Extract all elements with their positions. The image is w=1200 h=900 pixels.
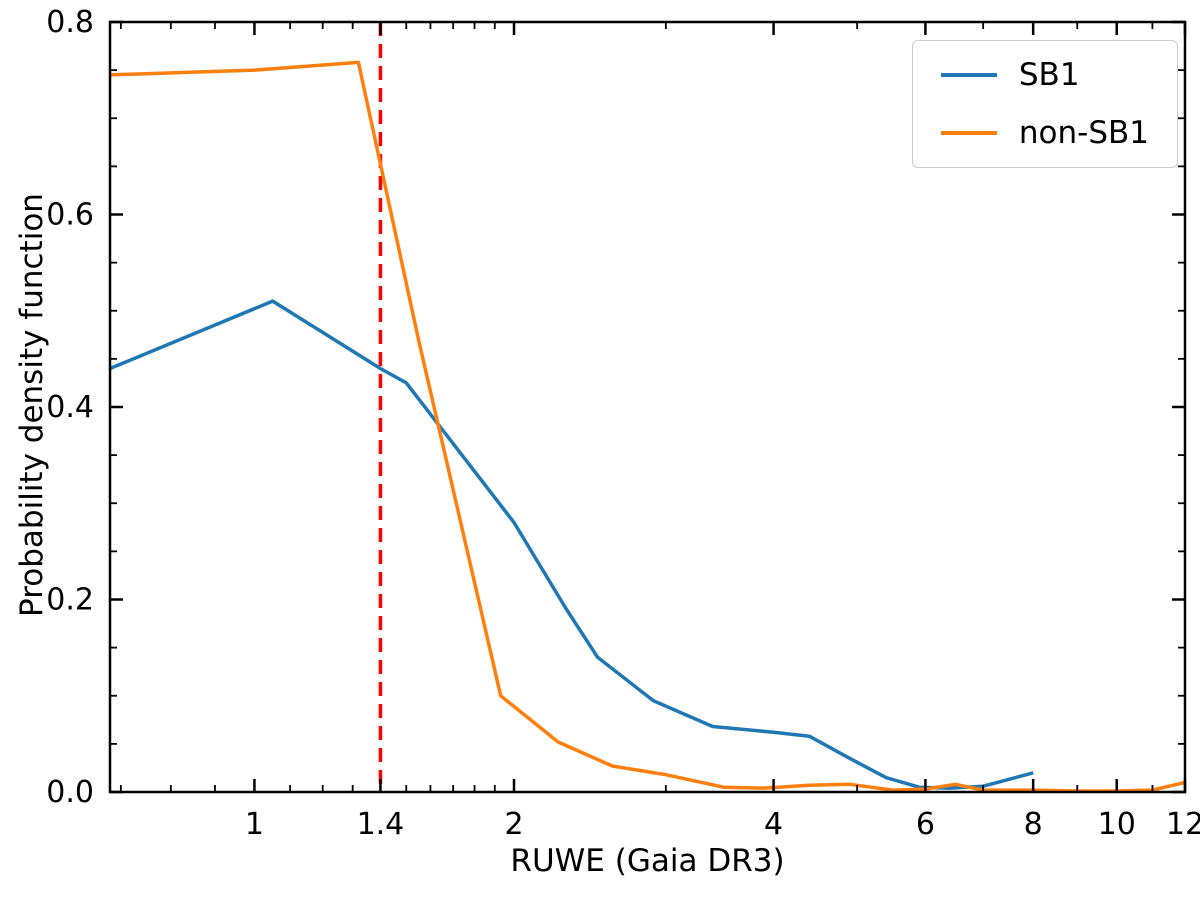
x-axis-label: RUWE (Gaia DR3) [510, 843, 785, 879]
y-axis-label: Probability density function [14, 193, 50, 617]
x-tick-label: 10 [1098, 807, 1136, 842]
x-tick-label: 4 [764, 807, 783, 842]
x-tick-label: 8 [1024, 807, 1043, 842]
legend-item-non-sb1: non-SB1 [940, 115, 1149, 151]
series-line-sb1 [109, 299, 1034, 790]
sb1-line-swatch [940, 73, 997, 77]
legend: SB1 non-SB1 [911, 40, 1178, 168]
y-tick-label: 0.8 [46, 5, 94, 40]
y-tick-label: 0.6 [46, 198, 94, 233]
series-line-non-sb1 [109, 60, 1186, 793]
x-tick-label: 12 [1166, 807, 1200, 842]
legend-item-sb1: SB1 [940, 57, 1149, 93]
non-sb1-line-swatch [940, 131, 997, 135]
legend-label-sb1: SB1 [1018, 57, 1080, 93]
legend-label-non-sb1: non-SB1 [1018, 115, 1149, 151]
x-tick-label: 1.4 [357, 807, 405, 842]
x-tick-label: 6 [916, 807, 935, 842]
y-tick-label: 0.2 [46, 583, 94, 618]
x-tick-label: 2 [504, 807, 523, 842]
y-tick-label: 0.0 [46, 775, 94, 810]
x-tick-label: 1 [245, 807, 264, 842]
y-tick-label: 0.4 [46, 390, 94, 425]
